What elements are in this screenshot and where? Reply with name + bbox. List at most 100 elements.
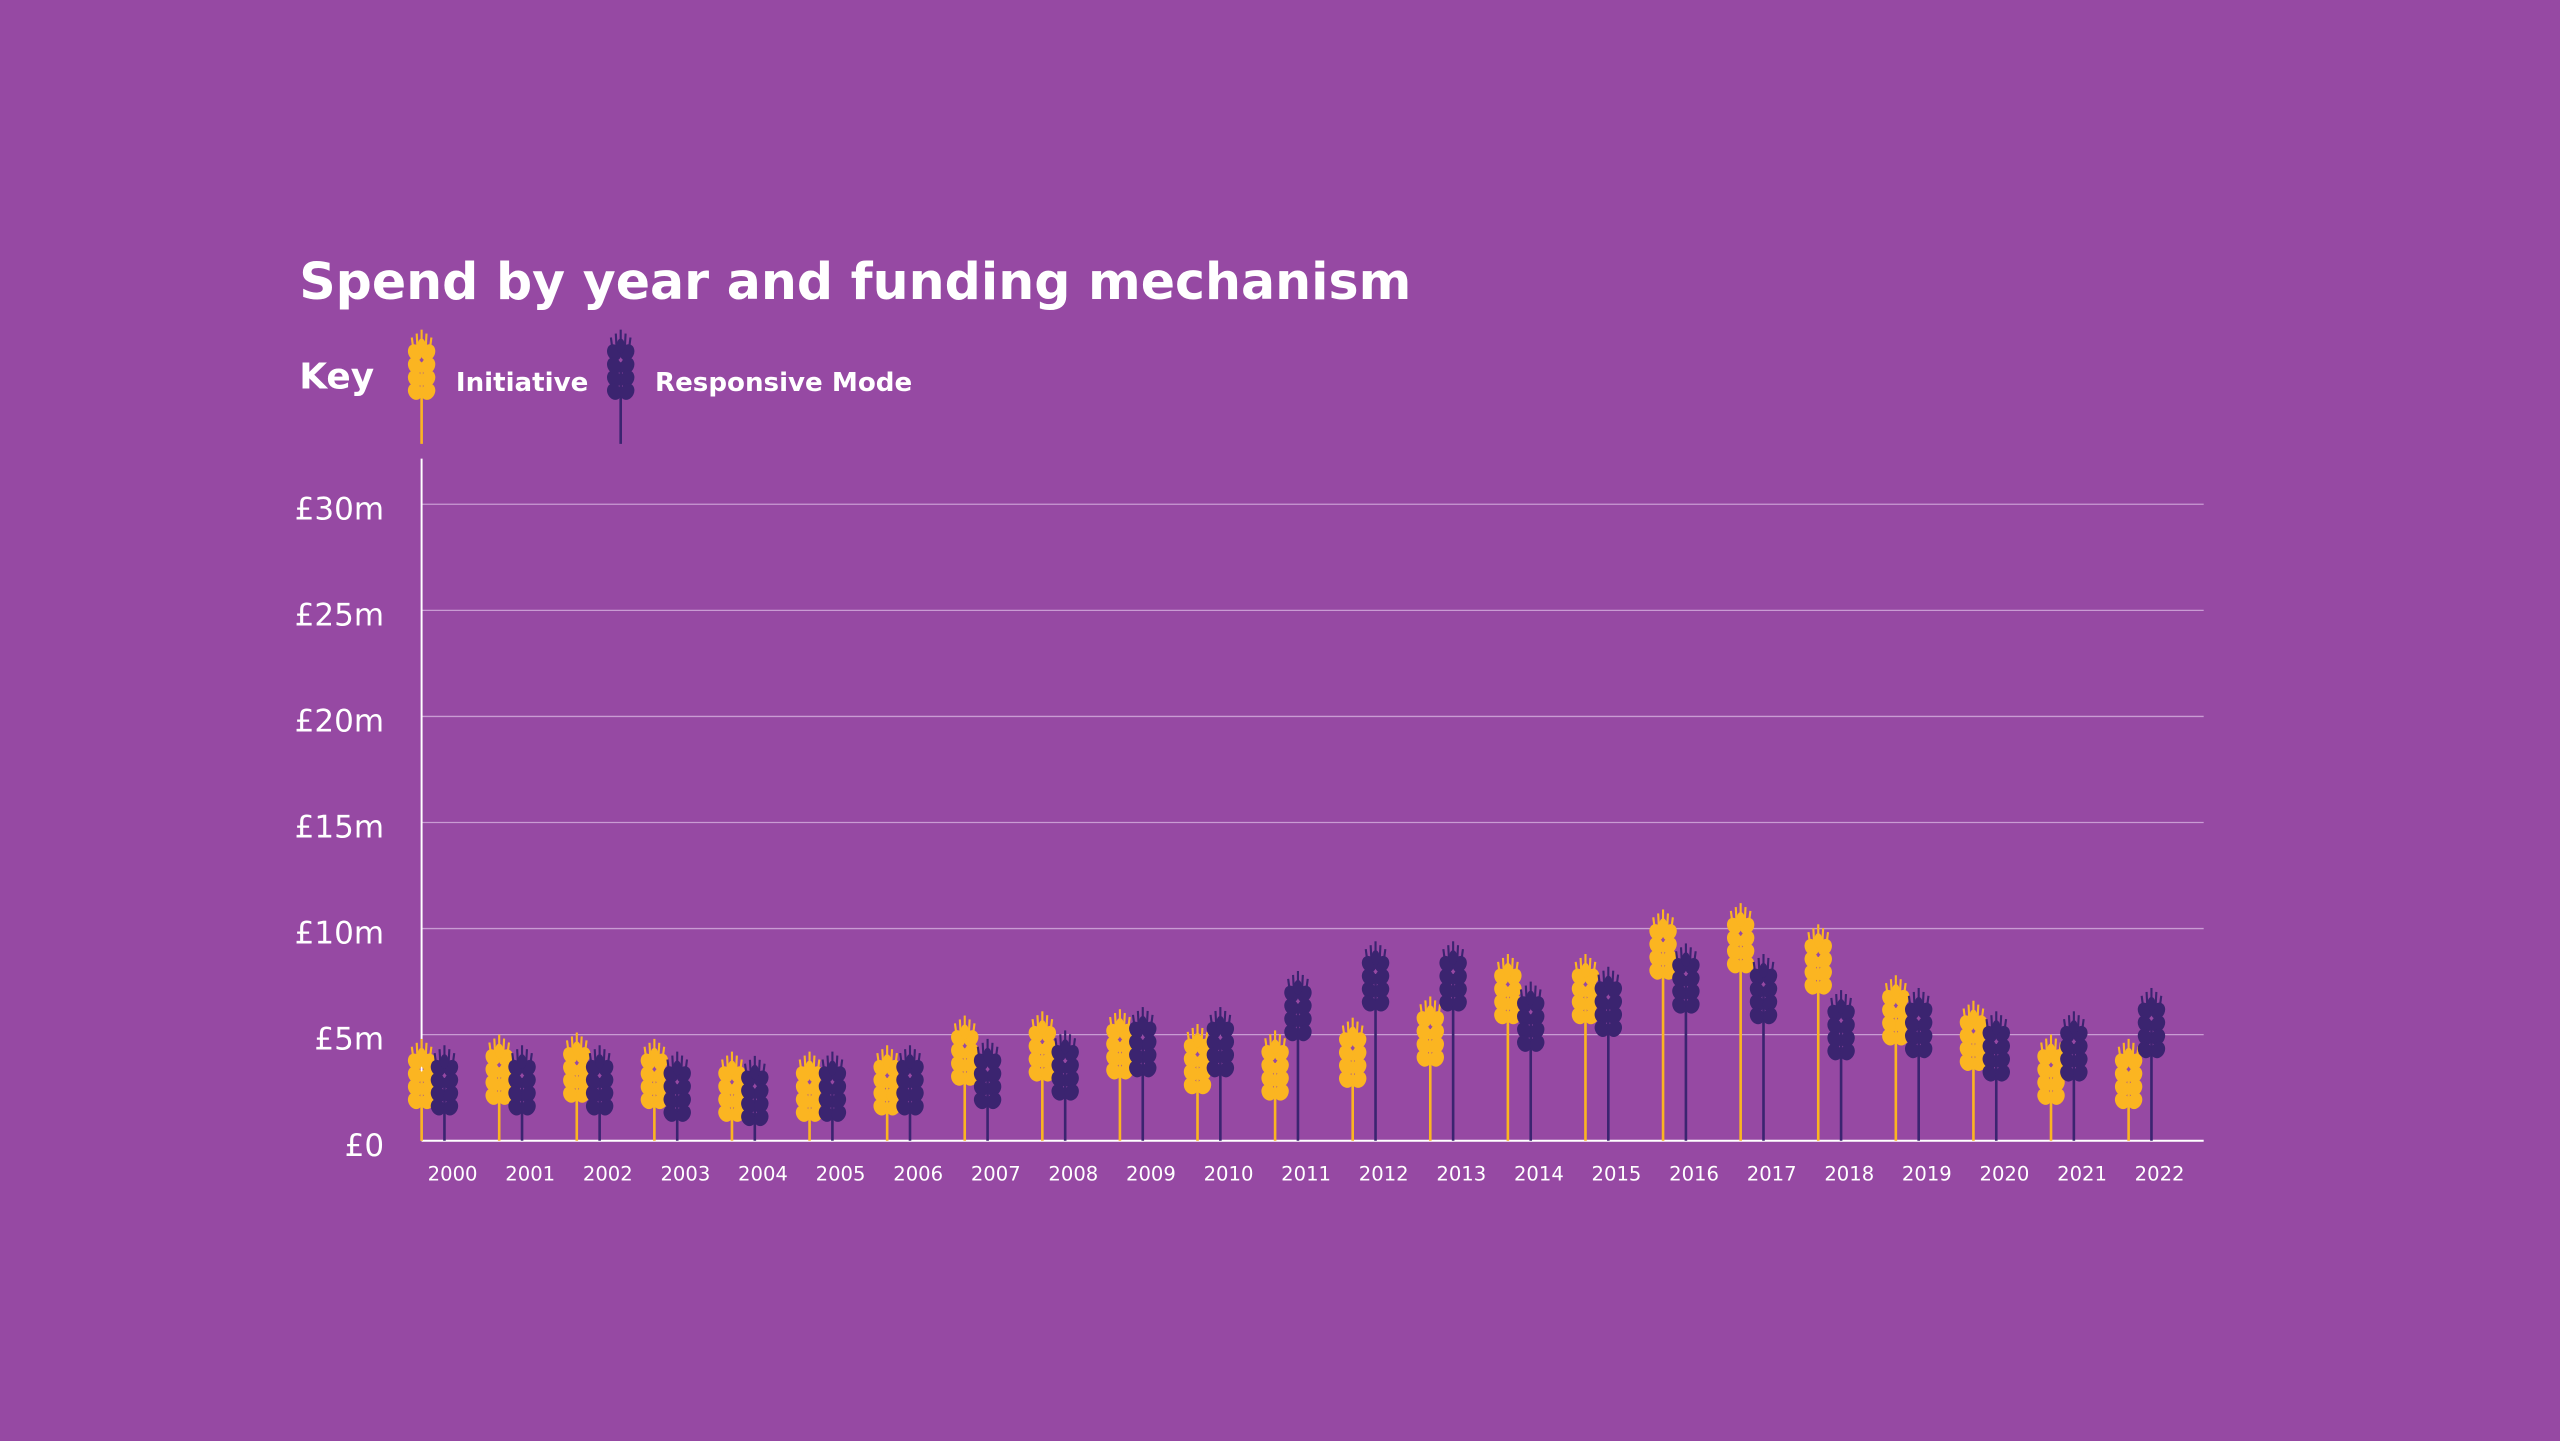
wheat-kernel bbox=[1206, 1060, 1222, 1078]
wheat-kernel bbox=[818, 1079, 834, 1096]
wheat-kernel bbox=[1028, 1038, 1043, 1056]
wheat-kernel bbox=[1051, 1058, 1066, 1075]
x-tick-label: 2000 bbox=[428, 1162, 478, 1185]
wheat-kernel bbox=[1995, 1038, 2010, 1056]
wheat-kernel bbox=[1106, 1036, 1121, 1054]
wheat-kernel bbox=[1517, 1035, 1532, 1052]
x-tick-label: 2021 bbox=[2057, 1162, 2107, 1185]
x-tick-label: 2016 bbox=[1669, 1162, 1719, 1185]
wheat-kernel bbox=[676, 1105, 691, 1122]
wheat-bar bbox=[1051, 1030, 1079, 1141]
wheat-kernel bbox=[1429, 1050, 1444, 1067]
wheat-kernel bbox=[1416, 1050, 1431, 1067]
wheat-kernel bbox=[616, 338, 625, 354]
wheat-bar bbox=[1416, 996, 1444, 1141]
wheat-kernel bbox=[1607, 1020, 1623, 1037]
wheat-kernel bbox=[1216, 1016, 1225, 1031]
wheat-kernel bbox=[1494, 981, 1509, 999]
wheat-bar bbox=[2060, 1011, 2088, 1141]
wheat-kernel bbox=[2150, 1015, 2166, 1033]
wheat-kernel bbox=[1106, 1049, 1121, 1067]
wheat-kernel bbox=[1361, 968, 1377, 986]
wheat-kernel bbox=[1571, 1007, 1587, 1025]
wheat-kernel bbox=[2060, 1052, 2075, 1069]
wheat-kernel bbox=[1726, 943, 1742, 961]
wheat-kernel bbox=[951, 1043, 966, 1060]
wheat-kernel bbox=[1726, 956, 1742, 974]
chart-title: Spend by year and funding mechanism bbox=[299, 252, 1411, 311]
wheat-bar bbox=[1284, 971, 1312, 1141]
wheat-kernel bbox=[443, 1085, 459, 1103]
wheat-kernel bbox=[1028, 1052, 1043, 1069]
wheat-kernel bbox=[1270, 1039, 1280, 1055]
wheat-kernel bbox=[521, 1085, 536, 1103]
wheat-kernel bbox=[2037, 1075, 2052, 1092]
wheat-kernel bbox=[430, 1072, 446, 1090]
wheat-kernel bbox=[1918, 1015, 1933, 1033]
y-tick-label: £25m bbox=[295, 597, 384, 633]
wheat-kernel bbox=[585, 1099, 601, 1116]
wheat-kernel bbox=[951, 1069, 966, 1086]
wheat-kernel bbox=[2114, 1092, 2130, 1110]
wheat-kernel bbox=[1685, 997, 1700, 1014]
wheat-kernel bbox=[909, 1099, 924, 1116]
wheat-kernel bbox=[598, 1085, 614, 1103]
x-tick-label: 2020 bbox=[1980, 1162, 2030, 1185]
wheat-kernel bbox=[1452, 982, 1467, 999]
wheat-kernel bbox=[1749, 1007, 1765, 1025]
wheat-kernel bbox=[1507, 981, 1522, 999]
wheat-kernel bbox=[672, 1060, 682, 1076]
legend-icon bbox=[606, 329, 635, 444]
wheat-kernel bbox=[1439, 968, 1454, 986]
wheat-kernel bbox=[1038, 1020, 1047, 1035]
wheat-kernel bbox=[417, 1047, 426, 1063]
wheat-kernel bbox=[650, 1047, 659, 1063]
wheat-kernel bbox=[2150, 1028, 2166, 1046]
wheat-kernel bbox=[1959, 1041, 1975, 1058]
wheat-kernel bbox=[1517, 1022, 1532, 1039]
wheat-kernel bbox=[1297, 998, 1312, 1016]
wheat-kernel bbox=[620, 383, 635, 400]
wheat-kernel bbox=[663, 1079, 678, 1096]
wheat-bar bbox=[1206, 1007, 1235, 1141]
wheat-kernel bbox=[2114, 1066, 2130, 1084]
wheat-kernel bbox=[443, 1099, 459, 1116]
wheat-bar bbox=[2037, 1034, 2065, 1141]
wheat-kernel bbox=[1762, 981, 1778, 999]
y-tick-label: £20m bbox=[295, 703, 384, 739]
wheat-kernel bbox=[1959, 1054, 1975, 1071]
wheat-kernel bbox=[896, 1099, 911, 1116]
wheat-kernel bbox=[2069, 1020, 2079, 1035]
wheat-kernel bbox=[1338, 1071, 1354, 1088]
wheat-kernel bbox=[420, 383, 436, 400]
wheat-kernel bbox=[1371, 950, 1380, 965]
wheat-kernel bbox=[1293, 979, 1303, 995]
wheat-kernel bbox=[1658, 918, 1668, 934]
wheat-kernel bbox=[905, 1054, 915, 1069]
x-tick-label: 2012 bbox=[1359, 1162, 1409, 1185]
wheat-kernel bbox=[1827, 1030, 1842, 1048]
wheat-kernel bbox=[718, 1105, 733, 1122]
wheat-kernel bbox=[2037, 1062, 2052, 1079]
x-tick-label: 2018 bbox=[1824, 1162, 1874, 1185]
wheat-kernel bbox=[2147, 996, 2156, 1012]
wheat-bar bbox=[640, 1038, 669, 1141]
wheat-kernel bbox=[1138, 1016, 1148, 1031]
wheat-kernel bbox=[572, 1041, 582, 1057]
wheat-kernel bbox=[1882, 1002, 1897, 1020]
wheat-kernel bbox=[508, 1099, 523, 1116]
wheat-kernel bbox=[1183, 1064, 1199, 1082]
wheat-kernel bbox=[420, 357, 436, 374]
wheat-bar bbox=[663, 1051, 691, 1141]
wheat-kernel bbox=[1969, 1009, 1978, 1025]
wheat-kernel bbox=[563, 1060, 578, 1077]
y-tick-label: £15m bbox=[295, 810, 384, 846]
wheat-kernel bbox=[485, 1075, 500, 1092]
wheat-kernel bbox=[1206, 1034, 1222, 1052]
wheat-kernel bbox=[1530, 1009, 1545, 1026]
wheat-kernel bbox=[1439, 995, 1454, 1012]
wheat-kernel bbox=[1882, 1015, 1897, 1033]
y-tick-label: £30m bbox=[295, 491, 384, 527]
wheat-bar bbox=[1361, 941, 1390, 1141]
